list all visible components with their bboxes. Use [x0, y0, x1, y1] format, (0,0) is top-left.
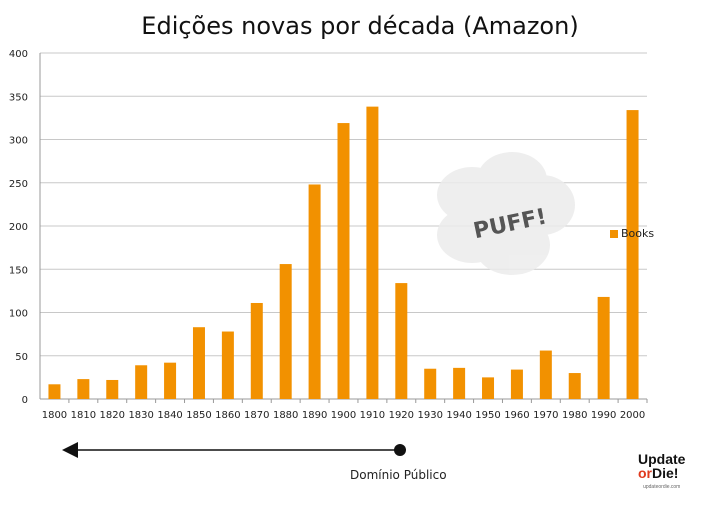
- chart-title: Edições novas por década (Amazon): [141, 12, 579, 40]
- x-tick-label: 1960: [504, 410, 529, 421]
- x-tick-label: 1810: [71, 410, 96, 421]
- bar-1960: [510, 369, 523, 399]
- x-tick-label: 1930: [417, 410, 442, 421]
- update-or-die-logo: Update orDie! updateordie.com: [638, 451, 686, 490]
- bar-1970: [539, 350, 552, 399]
- bar-1930: [424, 368, 437, 399]
- legend-label: Books: [621, 227, 655, 240]
- x-tick-label: 1950: [475, 410, 500, 421]
- bar-1940: [453, 367, 466, 399]
- bar-1860: [221, 331, 234, 399]
- x-tick-label: 1990: [591, 410, 616, 421]
- x-tick-label: 1850: [186, 410, 211, 421]
- x-tick-label: 1980: [562, 410, 587, 421]
- x-tick-label: 1830: [128, 410, 153, 421]
- bar-1840: [164, 362, 177, 399]
- bar-1950: [482, 377, 495, 399]
- bar-1850: [192, 327, 205, 399]
- x-tick-label: 1820: [100, 410, 125, 421]
- x-tick-label: 1910: [360, 410, 385, 421]
- bar-1990: [597, 296, 610, 399]
- x-tick-label: 1870: [244, 410, 269, 421]
- x-tick-label: 1920: [389, 410, 414, 421]
- y-tick-label: 50: [15, 352, 28, 363]
- x-tick-label: 1800: [42, 410, 67, 421]
- x-tick-label: 1860: [215, 410, 240, 421]
- legend: Books: [610, 227, 654, 240]
- x-tick-label: 1890: [302, 410, 327, 421]
- y-tick-label: 200: [9, 222, 28, 233]
- bar-1900: [337, 123, 350, 399]
- public-domain-label: Domínio Público: [350, 468, 447, 482]
- arrow-left-icon: [62, 442, 78, 458]
- x-tick-label: 2000: [620, 410, 645, 421]
- bar-1920: [395, 283, 408, 399]
- bar-1830: [135, 365, 148, 399]
- legend-swatch: [610, 229, 618, 238]
- x-tick-label: 1940: [446, 410, 471, 421]
- y-tick-label: 250: [9, 179, 28, 190]
- x-tick-label: 1900: [331, 410, 356, 421]
- bar-1910: [366, 106, 379, 399]
- bar-2000: [626, 110, 639, 399]
- bar-1880: [279, 264, 292, 399]
- y-tick-label: 100: [9, 309, 28, 320]
- x-tick-label: 1970: [533, 410, 558, 421]
- arrow-dot: [394, 444, 406, 456]
- x-tick-label: 1840: [157, 410, 182, 421]
- y-tick-label: 0: [22, 395, 28, 406]
- bar-1800: [48, 384, 61, 399]
- y-tick-label: 400: [9, 49, 28, 60]
- y-tick-label: 300: [9, 136, 28, 147]
- bar-1810: [77, 379, 90, 399]
- y-tick-label: 350: [9, 92, 28, 103]
- bar-1870: [250, 302, 263, 399]
- bar-1820: [106, 379, 119, 399]
- bar-1890: [308, 184, 321, 399]
- bar-1980: [568, 373, 581, 399]
- x-tick-label: 1880: [273, 410, 298, 421]
- puff-cloud: PUFF!: [437, 152, 575, 275]
- y-tick-label: 150: [9, 265, 28, 276]
